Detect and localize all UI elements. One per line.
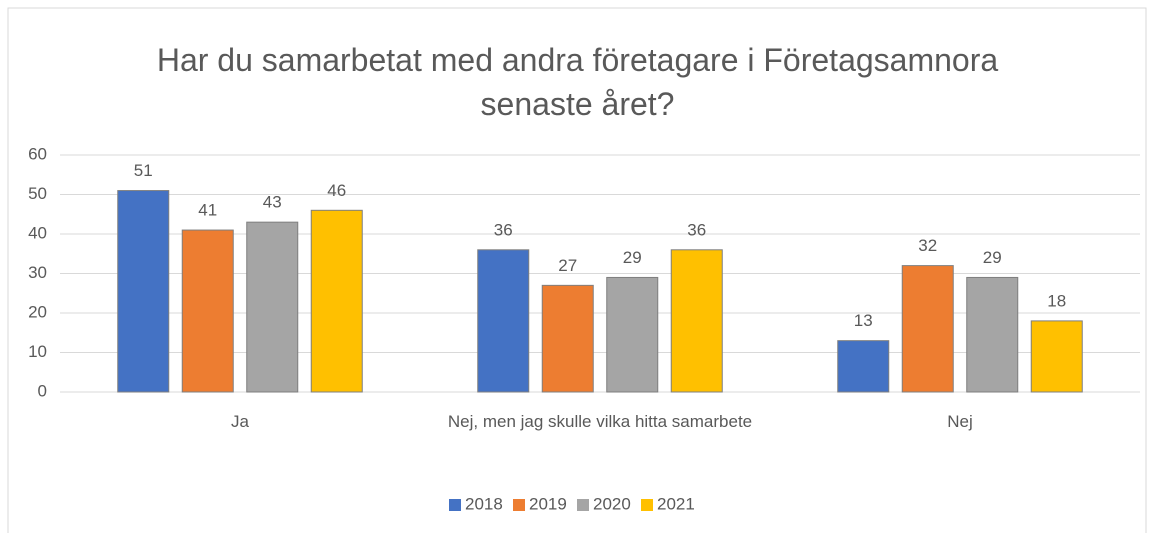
legend-swatch bbox=[449, 499, 461, 511]
y-tick-label: 40 bbox=[28, 223, 47, 242]
bar bbox=[117, 190, 170, 393]
y-tick-label: 20 bbox=[28, 302, 47, 321]
bar bbox=[606, 276, 659, 393]
chart-title: Har du samarbetat med andra företagare i… bbox=[156, 42, 999, 122]
bar bbox=[837, 340, 890, 393]
data-label: 36 bbox=[687, 220, 706, 239]
legend-label: 2020 bbox=[593, 494, 631, 513]
bar bbox=[477, 249, 530, 393]
legend-label: 2018 bbox=[465, 494, 503, 513]
bar bbox=[670, 249, 723, 393]
data-label: 29 bbox=[623, 248, 642, 267]
data-label: 51 bbox=[134, 161, 153, 180]
y-tick-label: 30 bbox=[28, 263, 47, 282]
data-label: 13 bbox=[854, 311, 873, 330]
legend-swatch bbox=[641, 499, 653, 511]
bar bbox=[966, 276, 1019, 393]
data-label: 46 bbox=[327, 181, 346, 200]
bar bbox=[901, 265, 954, 393]
x-tick-label: Nej, men jag skulle vilka hitta samarbet… bbox=[447, 412, 753, 431]
bar bbox=[246, 221, 299, 393]
bar bbox=[310, 209, 363, 393]
y-tick-label: 50 bbox=[28, 184, 47, 203]
y-tick-label: 0 bbox=[38, 381, 47, 400]
legend-label: 2019 bbox=[529, 494, 567, 513]
x-tick-label: Nej bbox=[947, 412, 973, 431]
legend-label: 2021 bbox=[657, 494, 695, 513]
legend-swatch bbox=[513, 499, 525, 511]
data-label: 43 bbox=[263, 193, 282, 212]
y-tick-label: 60 bbox=[28, 144, 47, 163]
legend-swatch bbox=[577, 499, 589, 511]
data-label: 29 bbox=[983, 248, 1002, 267]
bar bbox=[181, 229, 234, 393]
bar bbox=[1030, 320, 1083, 393]
chart-border bbox=[7, 7, 1147, 533]
data-label: 36 bbox=[494, 220, 513, 239]
data-label: 41 bbox=[198, 201, 217, 220]
data-label: 27 bbox=[558, 256, 577, 275]
data-label: 18 bbox=[1047, 291, 1066, 310]
bar bbox=[541, 284, 594, 393]
y-tick-label: 10 bbox=[28, 342, 47, 361]
x-tick-label: Ja bbox=[231, 412, 249, 431]
data-label: 32 bbox=[918, 236, 937, 255]
